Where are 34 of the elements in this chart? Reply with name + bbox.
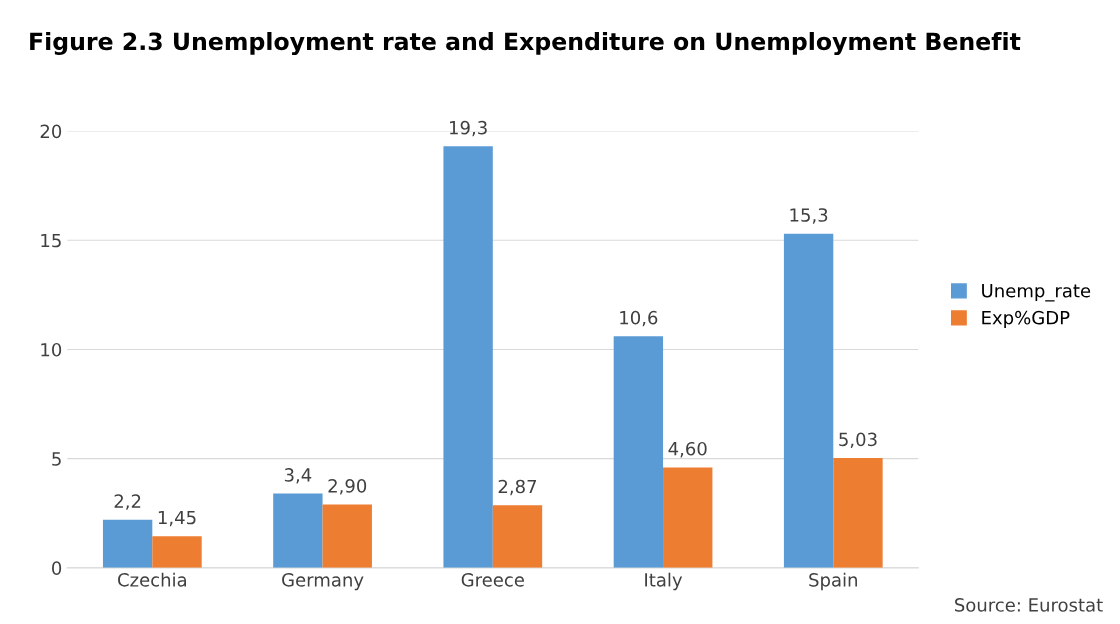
y-tick-label: 15 — [41, 233, 61, 248]
bar — [443, 146, 493, 568]
bar — [273, 493, 323, 568]
x-tick-label: Italy — [645, 572, 683, 591]
bar — [783, 233, 834, 568]
legend-label: Unemp_rate — [982, 284, 1091, 302]
data-label: 2,2 — [114, 494, 141, 510]
data-label: 19,3 — [450, 120, 487, 137]
bar — [492, 505, 543, 568]
data-label: 3,4 — [284, 468, 312, 484]
bar — [833, 457, 883, 568]
x-tick-label: Germany — [282, 573, 364, 591]
y-tick-label: 10 — [41, 342, 62, 357]
source-note: Source: Eurostat — [955, 598, 1103, 612]
bar — [102, 519, 153, 568]
y-tick-label: 20 — [40, 124, 62, 139]
data-label: 2,90 — [328, 479, 367, 495]
bar — [152, 536, 202, 568]
bar — [613, 336, 664, 568]
y-tick-label: 0 — [52, 561, 62, 575]
x-tick-label: Czechia — [118, 572, 186, 587]
data-label: 5,03 — [839, 432, 877, 448]
legend-label: Exp%GDP — [982, 310, 1070, 328]
data-label: 2,87 — [498, 479, 537, 496]
data-label: 1,45 — [158, 510, 196, 527]
bar — [322, 504, 372, 568]
data-label: 10,6 — [620, 310, 658, 327]
data-label: 4,60 — [668, 441, 707, 458]
x-tick-label: Greece — [461, 573, 524, 587]
data-label: 15,3 — [790, 208, 828, 224]
y-tick-label: 5 — [52, 452, 61, 466]
chart-title: Figure 2.3 Unemployment rate and Expenditure on Unemployment Benefit — [30, 31, 1021, 56]
bar — [663, 467, 713, 568]
x-tick-label: Spain — [809, 572, 857, 591]
